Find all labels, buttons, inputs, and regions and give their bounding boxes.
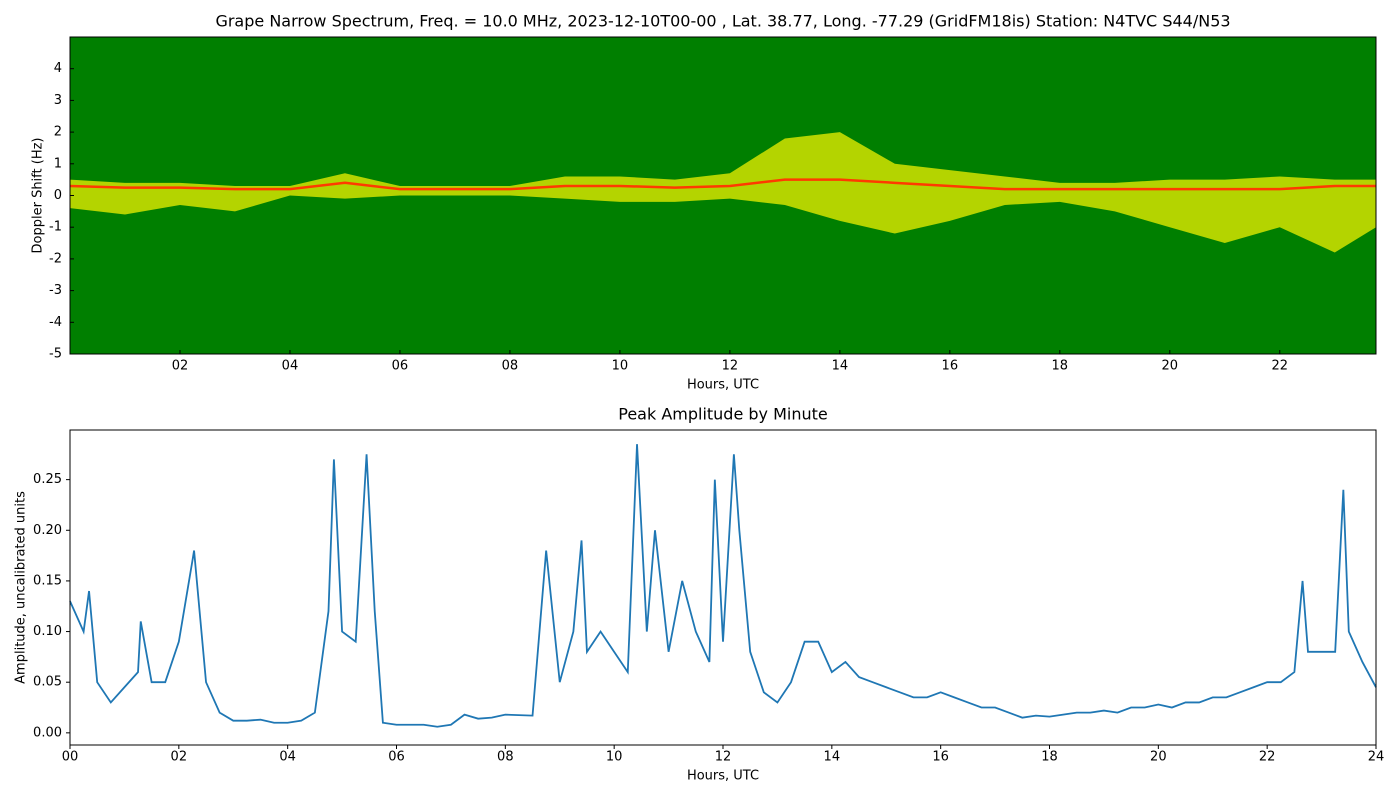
x-tick-label: 10: [606, 750, 623, 765]
x-tick-label: 18: [1041, 750, 1058, 765]
x-tick-label: 10: [612, 359, 629, 374]
x-tick-label: 14: [824, 750, 841, 765]
y-tick-label: 2: [54, 125, 62, 140]
x-tick-label: 08: [502, 359, 519, 374]
plot-frame: [69, 429, 1377, 746]
y-tick-label: 0.15: [33, 573, 62, 588]
chart-title: Peak Amplitude by Minute: [618, 405, 828, 424]
x-axis-label: Hours, UTC: [687, 769, 759, 784]
x-tick-label: 14: [832, 359, 849, 374]
y-tick-label: 0: [54, 188, 62, 203]
y-tick-label: -3: [49, 283, 62, 298]
x-tick-label: 20: [1150, 750, 1167, 765]
x-tick-label: 12: [722, 359, 739, 374]
x-tick-label: 08: [497, 750, 514, 765]
x-tick-label: 22: [1271, 359, 1288, 374]
y-tick-label: -5: [49, 347, 62, 362]
y-tick-label: -4: [49, 315, 62, 330]
amplitude-line: [69, 444, 1377, 728]
y-axis-label: Amplitude, uncalibrated units: [14, 491, 29, 684]
doppler-trace: [69, 178, 1376, 191]
x-tick-label: 22: [1259, 750, 1276, 765]
y-tick-label: 0.05: [33, 675, 62, 690]
x-axis-label: Hours, UTC: [687, 378, 759, 393]
y-tick-label: 3: [54, 93, 62, 108]
x-tick-label: 02: [172, 359, 189, 374]
x-tick-label: 16: [942, 359, 959, 374]
chart-title: Grape Narrow Spectrum, Freq. = 10.0 MHz,…: [215, 12, 1230, 31]
x-tick-label: 16: [932, 750, 949, 765]
y-axis-label: Doppler Shift (Hz): [31, 138, 46, 254]
y-tick-label: -1: [49, 220, 62, 235]
y-tick-label: 4: [54, 61, 62, 76]
x-tick-label: 20: [1162, 359, 1179, 374]
x-tick-label: 06: [388, 750, 405, 765]
y-tick-label: 1: [54, 156, 62, 171]
x-tick-label: 00: [62, 750, 79, 765]
x-tick-label: 04: [279, 750, 296, 765]
x-tick-label: 12: [715, 750, 732, 765]
doppler-spread: [70, 132, 1376, 253]
y-tick-label: 0.10: [33, 624, 62, 639]
y-tick-label: 0.00: [33, 725, 62, 740]
x-tick-label: 18: [1052, 359, 1069, 374]
x-tick-label: 24: [1368, 750, 1385, 765]
x-tick-label: 04: [282, 359, 299, 374]
x-tick-label: 02: [171, 750, 188, 765]
y-tick-label: -2: [49, 251, 62, 266]
y-tick-label: 0.25: [33, 472, 62, 487]
x-tick-label: 06: [392, 359, 409, 374]
y-tick-label: 0.20: [33, 523, 62, 538]
